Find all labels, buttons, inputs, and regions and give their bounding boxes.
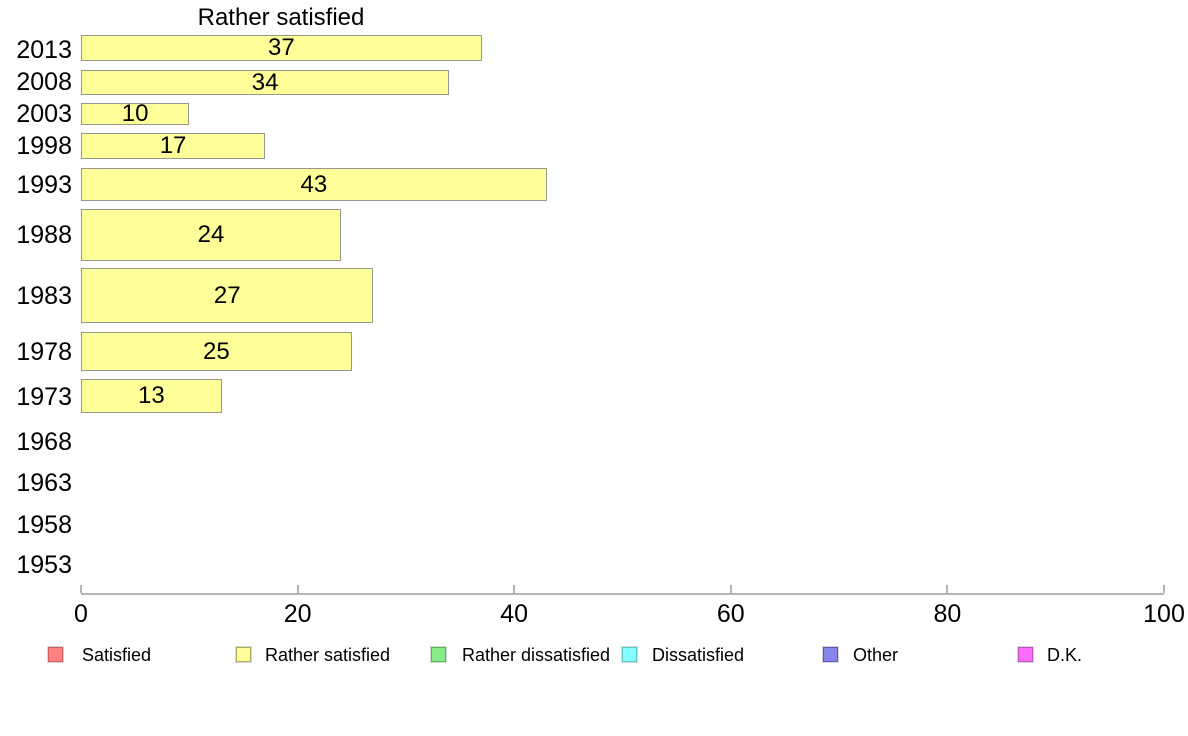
x-axis-tick <box>1163 585 1165 593</box>
year-label-1978: 1978 <box>16 338 72 366</box>
bar-value-label: 34 <box>251 68 279 96</box>
bar-value-label: 25 <box>203 337 230 365</box>
year-label-1963: 1963 <box>16 469 72 497</box>
legend-swatch-d-k- <box>1018 647 1033 662</box>
bar-1973: 13 <box>81 379 222 413</box>
bar-value-label: 24 <box>197 221 225 248</box>
year-label-2003: 2003 <box>16 100 72 128</box>
x-axis-tick-label: 80 <box>933 600 962 628</box>
x-axis-tick <box>729 585 732 593</box>
bar-2013: 37 <box>81 34 482 61</box>
bar-1998: 17 <box>81 132 266 159</box>
bar-value-label: 37 <box>268 34 295 61</box>
year-label-1973: 1973 <box>16 383 72 411</box>
year-label-2008: 2008 <box>16 68 72 96</box>
x-axis-tick-label: 0 <box>74 600 88 628</box>
legend-swatch-other <box>823 647 838 662</box>
legend-label: Dissatisfied <box>652 645 745 665</box>
x-axis-tick <box>946 585 949 593</box>
legend-label: Rather satisfied <box>265 645 391 665</box>
legend-swatch-satisfied <box>48 647 63 662</box>
bar-1983: 27 <box>81 268 374 323</box>
bar-value-label: 43 <box>300 170 328 198</box>
x-axis-tick <box>296 585 299 593</box>
legend-swatch-rather-satisfied <box>236 647 251 662</box>
bar-2003: 10 <box>81 100 190 127</box>
legend-label: Rather dissatisfied <box>462 645 611 665</box>
year-label-1988: 1988 <box>16 221 72 249</box>
legend-swatch-dissatisfied <box>622 647 637 662</box>
chart-title: Rather satisfied <box>197 4 365 31</box>
year-label-1983: 1983 <box>16 282 72 310</box>
legend-label: Other <box>853 645 899 665</box>
bar-value-label: 10 <box>121 100 149 127</box>
x-axis-tick-label: 20 <box>283 600 312 628</box>
legend-swatch-rather-dissatisfied <box>431 647 446 662</box>
bar-value-label: 17 <box>159 132 187 159</box>
bar-1993: 43 <box>81 168 547 201</box>
x-axis-tick <box>80 585 82 593</box>
bar-1978: 25 <box>81 332 352 371</box>
x-axis-tick-label: 60 <box>716 600 745 628</box>
year-label-1993: 1993 <box>16 171 72 199</box>
bar-value-label: 13 <box>138 382 165 409</box>
legend-label: D.K. <box>1047 645 1083 665</box>
year-label-1953: 1953 <box>16 551 72 579</box>
x-axis-tick-label: 100 <box>1143 600 1185 628</box>
year-label-2013: 2013 <box>16 36 72 64</box>
year-label-1958: 1958 <box>16 511 72 539</box>
bar-value-label: 27 <box>213 281 241 309</box>
legend-label: Satisfied <box>82 645 152 665</box>
year-label-1968: 1968 <box>16 428 72 456</box>
bar-2008: 34 <box>81 68 450 96</box>
year-label-1998: 1998 <box>16 132 72 160</box>
x-axis-line <box>81 593 1164 595</box>
x-axis-tick-label: 40 <box>500 600 529 628</box>
bar-1988: 24 <box>81 209 341 261</box>
x-axis-tick <box>513 585 516 593</box>
